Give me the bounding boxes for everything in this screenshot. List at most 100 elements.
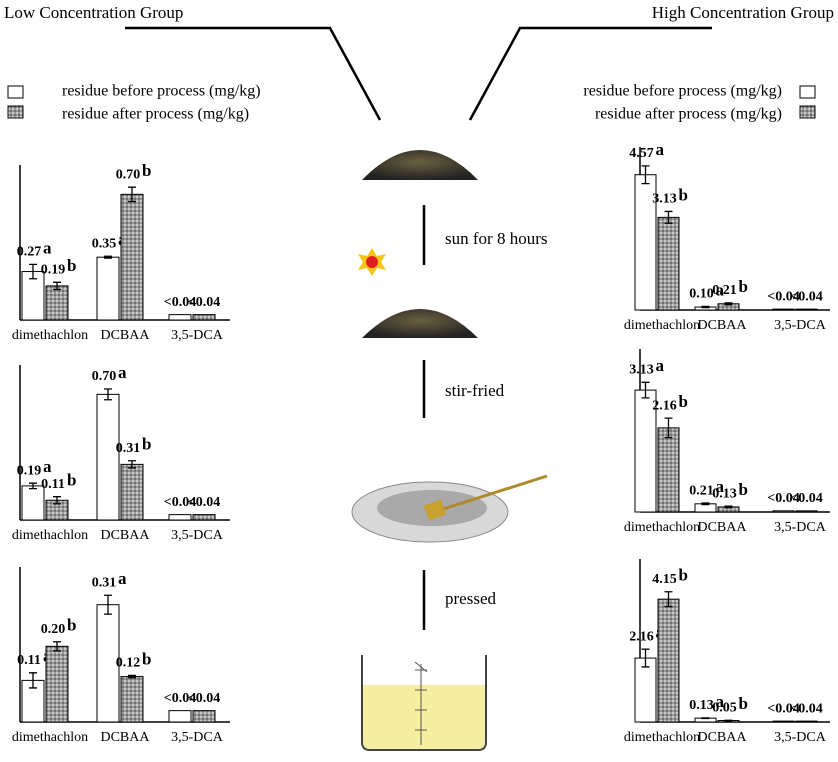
x-tick-label: dimethachlon [12, 730, 88, 745]
significance-letter: b [679, 392, 688, 411]
bar [192, 710, 216, 723]
bar [772, 720, 795, 723]
error-bar [724, 719, 733, 722]
bar [772, 510, 795, 513]
bar [45, 645, 69, 723]
value-label: 3.13 [652, 192, 677, 207]
connector [468, 26, 712, 121]
significance-letter: b [679, 185, 688, 204]
bar [120, 676, 144, 723]
x-tick-label: 3,5-DCA [774, 318, 827, 333]
x-tick-label: 3,5-DCA [171, 328, 224, 343]
spatula [423, 499, 447, 521]
value-label: 0.31 [116, 441, 141, 456]
bar [795, 308, 818, 311]
error-bar [701, 502, 710, 506]
value-label: <0.04 [164, 295, 196, 310]
value-label: 0.13 [689, 698, 714, 713]
significance-letter: a [656, 140, 665, 159]
error-bar [128, 674, 136, 679]
value-label: <0.04 [790, 289, 822, 304]
x-tick-label: dimethachlon [12, 328, 88, 343]
value-label: 0.19 [17, 463, 42, 478]
error-bar [664, 210, 673, 224]
seeds-image [362, 150, 478, 180]
value-label: 4.15 [652, 572, 677, 587]
value-label: 2.16 [652, 398, 677, 413]
value-label: <0.04 [767, 491, 799, 506]
error-bar [641, 648, 650, 668]
error-bar [701, 717, 710, 720]
error-bar [104, 594, 112, 615]
value-label: 0.19 [41, 263, 66, 278]
error-bar [724, 302, 733, 306]
bar [192, 514, 216, 521]
significance-letter: a [716, 280, 725, 299]
significance-letter: b [67, 616, 76, 635]
sun-icon [366, 256, 378, 268]
significance-letter: b [67, 471, 76, 490]
value-label: <0.04 [164, 495, 196, 510]
connector [125, 26, 382, 121]
bar [96, 393, 120, 521]
bar [168, 710, 192, 723]
x-tick-label: dimethachlon [624, 520, 700, 535]
value-label: 0.20 [41, 622, 66, 637]
value-label: 0.11 [17, 653, 41, 668]
bar [192, 314, 216, 321]
value-label: 0.21 [712, 283, 737, 298]
legend-swatch [7, 85, 24, 99]
error-bar [29, 263, 37, 280]
value-label: 2.16 [629, 629, 654, 644]
significance-letter: a [656, 356, 665, 375]
value-label: 0.21 [689, 483, 714, 498]
significance-letter: b [679, 566, 688, 585]
error-bar [104, 255, 112, 259]
right-title: High Concentration Group [652, 3, 834, 22]
value-label: <0.04 [767, 289, 799, 304]
value-label: <0.04 [188, 495, 220, 510]
error-bar [724, 505, 733, 509]
error-bar [641, 165, 650, 185]
value-label: <0.04 [188, 295, 220, 310]
x-tick-label: DCBAA [697, 730, 747, 745]
value-label: 0.10 [689, 287, 714, 302]
bar [168, 314, 192, 321]
beaker-scale [414, 661, 428, 745]
significance-letter: a [716, 692, 725, 711]
x-tick-label: dimethachlon [624, 730, 700, 745]
x-tick-label: 3,5-DCA [171, 730, 224, 745]
value-label: <0.04 [188, 691, 220, 706]
seeds-image [362, 309, 478, 338]
significance-letter: a [716, 477, 725, 496]
error-bar [641, 381, 650, 399]
legend-label: residue after process (mg/kg) [595, 106, 782, 123]
step-label: sun for 8 hours [445, 229, 547, 248]
juice [363, 685, 485, 749]
legend-label: residue after process (mg/kg) [62, 106, 249, 123]
error-bar [53, 496, 61, 505]
bar [168, 514, 192, 521]
bar [772, 308, 795, 311]
spatula [439, 474, 548, 512]
bar [120, 463, 144, 521]
x-tick-label: DCBAA [697, 318, 747, 333]
bar [657, 427, 680, 513]
x-tick-label: DCBAA [697, 520, 747, 535]
bar [795, 720, 818, 723]
step-label: pressed [445, 589, 496, 608]
x-tick-label: DCBAA [100, 328, 150, 343]
error-bar [53, 281, 61, 291]
value-label: <0.04 [790, 701, 822, 716]
value-label: 0.27 [17, 245, 42, 260]
significance-letter: a [118, 363, 127, 382]
significance-letter: b [739, 480, 748, 499]
value-label: 0.13 [712, 486, 737, 501]
x-tick-label: 3,5-DCA [171, 528, 224, 543]
bar [634, 657, 657, 723]
bar [45, 285, 69, 321]
legend-swatch [799, 85, 816, 99]
error-bar [128, 186, 136, 203]
error-bar [29, 672, 37, 689]
